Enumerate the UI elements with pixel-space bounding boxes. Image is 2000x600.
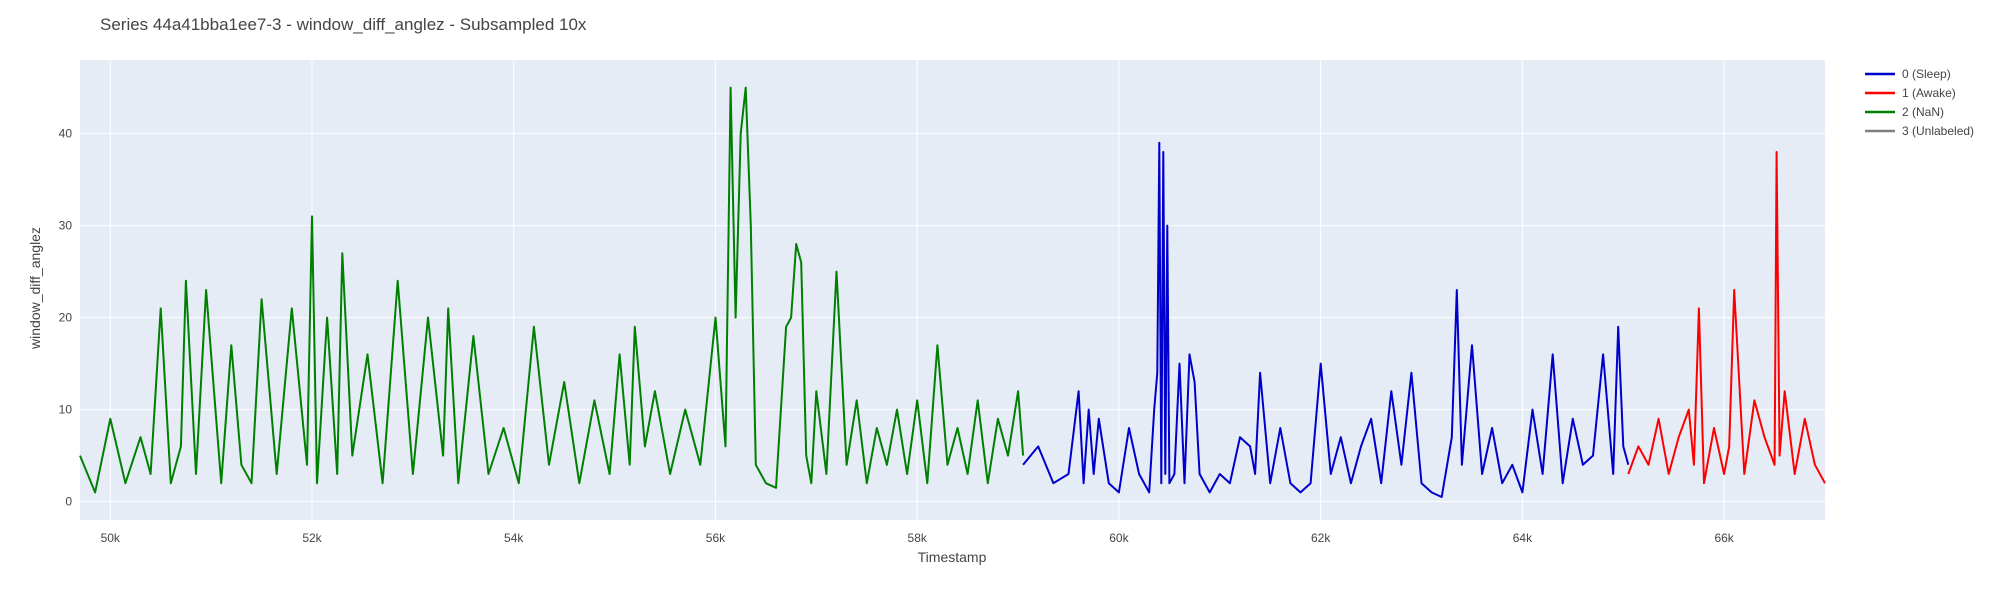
legend-label-0: 0 (Sleep) [1902, 67, 1951, 81]
series-line-2 [79, 86, 1025, 494]
y-tick-label: 10 [59, 403, 73, 417]
x-tick-label: 58k [908, 531, 928, 545]
y-axis-label: window_diff_anglez [27, 227, 43, 350]
y-tick-label: 0 [65, 495, 72, 509]
tick-layer: 50k 52k 54k 56k 58k 60k 62k 64k 66k 0 10 20 30 40 [59, 127, 1735, 545]
legend-label-2: 2 (NaN) [1902, 105, 1944, 119]
series-layer [79, 86, 1826, 498]
x-tick-label: 62k [1311, 531, 1331, 545]
y-tick-label: 30 [59, 219, 73, 233]
series-line-1 [1627, 151, 1826, 485]
grid-layer [80, 60, 1825, 520]
y-tick-label: 40 [59, 127, 73, 141]
x-tick-label: 52k [302, 531, 322, 545]
series-line-0 [1022, 141, 1630, 498]
x-tick-label: 60k [1109, 531, 1129, 545]
x-tick-label: 66k [1714, 531, 1734, 545]
y-tick-label: 20 [59, 311, 73, 325]
legend: 0 (Sleep) 1 (Awake) 2 (NaN) 3 (Unlabeled) [1865, 67, 1974, 138]
chart-title: Series 44a41bba1ee7-3 - window_diff_angl… [100, 15, 587, 34]
x-tick-label: 64k [1513, 531, 1533, 545]
legend-label-1: 1 (Awake) [1902, 86, 1956, 100]
x-tick-label: 56k [706, 531, 726, 545]
x-axis-label: Timestamp [918, 549, 987, 565]
x-tick-label: 54k [504, 531, 524, 545]
x-tick-label: 50k [101, 531, 121, 545]
legend-label-3: 3 (Unlabeled) [1902, 124, 1974, 138]
